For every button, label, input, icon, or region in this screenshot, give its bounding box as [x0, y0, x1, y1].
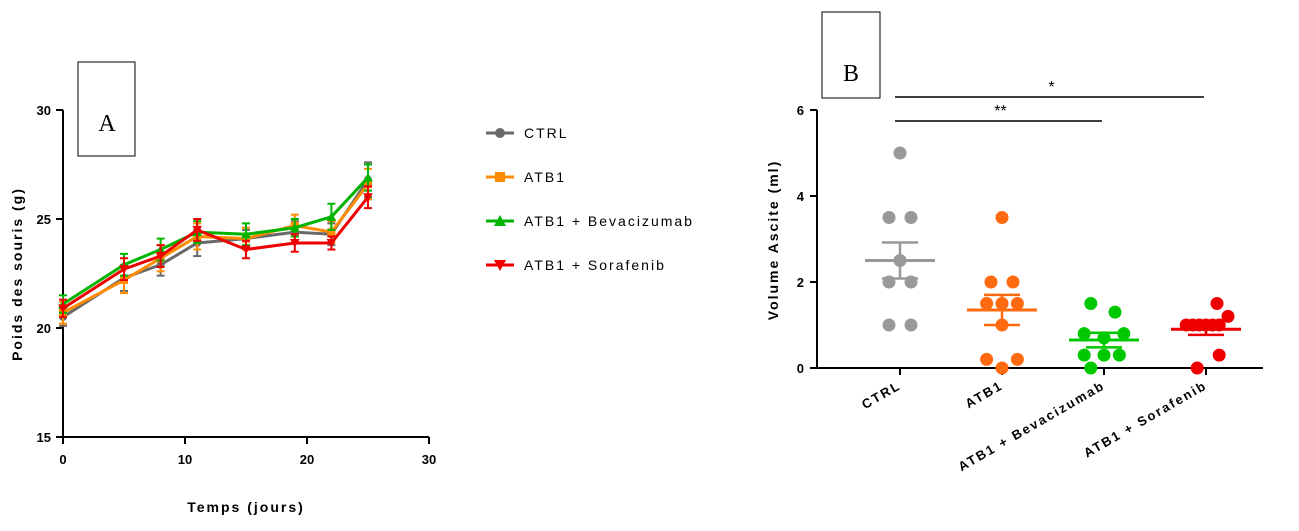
data-point	[980, 297, 994, 310]
data-point	[995, 361, 1009, 375]
legend-marker	[495, 172, 505, 182]
data-point	[1097, 348, 1111, 362]
panel-a-x-tick-label: 20	[300, 452, 314, 467]
panel-a-y-tick-label: 30	[37, 103, 51, 118]
data-point	[882, 211, 896, 224]
panel-a-label: A	[98, 111, 116, 137]
data-point	[980, 352, 994, 366]
panel-a-y-tick-label: 25	[37, 212, 51, 227]
data-point	[1006, 275, 1020, 289]
panel-b-y-tick-label: 6	[797, 103, 804, 118]
data-point	[1190, 361, 1204, 375]
panel-b-y-tick-label: 0	[797, 361, 804, 376]
panel-b-label-box	[821, 11, 881, 99]
series-line	[62, 196, 370, 310]
legend-item: ATB1	[486, 169, 566, 185]
legend-item: ATB1 + Sorafenib	[486, 257, 666, 273]
data-point	[1077, 327, 1091, 341]
data-point	[1112, 348, 1126, 362]
legend-label: ATB1 + Bevacizumab	[524, 213, 694, 229]
panel-b-y-tick-label: 2	[797, 275, 804, 290]
legend-item: CTRL	[486, 125, 569, 141]
panel-a-x-tick-label: 10	[178, 452, 192, 467]
panel-b-category-label: CTRL	[859, 378, 903, 412]
series-atb1-sorafenib	[58, 185, 373, 319]
panel-a-y-axis-title: Poids des souris (g)	[9, 187, 25, 361]
data-point	[904, 211, 918, 224]
panel-b-points	[865, 146, 1241, 375]
data-point	[1010, 297, 1024, 310]
panel-a-series	[58, 161, 373, 327]
data-point	[327, 228, 336, 237]
data-point	[155, 252, 166, 261]
legend-marker	[494, 260, 506, 271]
series-line	[62, 178, 370, 319]
significance-label: *	[1048, 79, 1054, 96]
data-point	[326, 212, 337, 221]
data-point	[290, 222, 300, 232]
group-atb1	[967, 211, 1037, 375]
group-atb1-bevacizumab	[1069, 297, 1139, 375]
legend-item: ATB1 + Bevacizumab	[486, 213, 694, 229]
legend-marker	[495, 128, 505, 138]
data-point	[995, 211, 1009, 224]
panel-b-category-label: ATB1	[963, 378, 1006, 411]
panel-a-label-box	[77, 61, 136, 157]
legend-label: ATB1	[524, 169, 566, 185]
data-point	[192, 225, 202, 235]
data-point	[363, 172, 373, 182]
data-point	[326, 238, 337, 248]
data-point	[58, 304, 68, 314]
data-point	[1108, 305, 1122, 319]
data-point	[882, 318, 896, 332]
panel-a-y-tick-label: 20	[37, 321, 51, 336]
series-line	[62, 176, 370, 306]
panel-a-y-tick-label: 15	[37, 430, 51, 445]
legend-label: CTRL	[524, 125, 569, 141]
data-point	[893, 146, 907, 160]
data-point	[241, 229, 251, 239]
series-atb1	[59, 167, 372, 325]
data-point	[904, 318, 918, 332]
panel-a: A 0 10 20 30 15 20 25 30 Temps (jours) Poids de…	[9, 61, 694, 515]
group-atb1-sorafenib	[1171, 297, 1241, 375]
data-point	[1221, 309, 1235, 323]
data-point	[984, 275, 998, 289]
data-point	[119, 265, 129, 274]
data-point	[1210, 297, 1224, 310]
panel-a-axes: 0 10 20 30 15 20 25 30	[37, 103, 437, 467]
panel-b-significance: ***	[895, 79, 1204, 122]
data-point	[1212, 348, 1226, 362]
data-point	[1084, 297, 1098, 310]
data-point	[1077, 348, 1091, 362]
panel-b-y-axis-title: Volume Ascite (ml)	[765, 160, 781, 320]
data-point	[241, 245, 251, 255]
group-ctrl	[865, 146, 935, 332]
significance-label: **	[994, 103, 1006, 120]
panel-a-legend: CTRL ATB1 ATB1 + Bevacizumab ATB1 + Sorafen…	[486, 125, 694, 273]
data-point	[1010, 352, 1024, 366]
legend-marker	[494, 215, 506, 226]
series-line	[62, 183, 370, 315]
data-point	[363, 193, 373, 202]
data-point	[290, 238, 300, 248]
panel-a-x-tick-label: 0	[59, 452, 66, 467]
data-point	[1084, 361, 1098, 375]
panel-b-y-tick-label: 4	[797, 189, 805, 204]
panel-b-label: B	[843, 61, 859, 87]
panel-a-x-axis-title: Temps (jours)	[187, 499, 305, 515]
legend-label: ATB1 + Sorafenib	[524, 257, 666, 273]
panel-a-x-tick-label: 30	[422, 452, 436, 467]
data-point	[1117, 327, 1131, 341]
